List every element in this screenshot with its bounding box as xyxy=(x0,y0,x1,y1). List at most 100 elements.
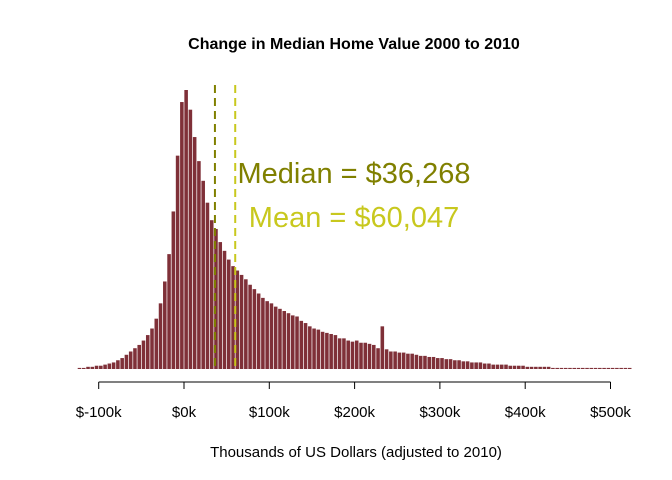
histogram-bar xyxy=(227,259,231,369)
histogram-bar xyxy=(581,367,585,369)
histogram-bar xyxy=(188,109,193,369)
histogram-bar xyxy=(116,360,120,369)
histogram-bar xyxy=(261,297,265,369)
histogram-bar xyxy=(372,344,376,369)
histogram-bar xyxy=(145,335,150,369)
histogram-bar xyxy=(222,250,227,369)
histogram-bar xyxy=(333,335,338,369)
histogram-bar xyxy=(482,363,487,369)
histogram-bar xyxy=(551,367,555,369)
histogram-bar xyxy=(384,349,389,369)
histogram-bar xyxy=(470,362,474,369)
x-tick-label: $0k xyxy=(172,404,197,421)
histogram-bar xyxy=(363,342,368,369)
histogram-bar xyxy=(167,254,171,369)
median-annotation: Median = $36,268 xyxy=(238,158,471,190)
histogram-bar xyxy=(474,362,478,369)
histogram-bar xyxy=(555,367,559,369)
histogram-bar xyxy=(534,366,538,369)
histogram-bar xyxy=(559,367,564,369)
histogram-bar xyxy=(329,333,333,369)
histogram-bar xyxy=(346,340,350,369)
histogram-bar xyxy=(90,366,95,369)
histogram-bar xyxy=(248,284,252,369)
histogram-bar xyxy=(427,356,432,369)
histogram-bar xyxy=(103,364,107,369)
histogram-bar xyxy=(303,323,308,369)
histogram-bar xyxy=(521,365,525,369)
histogram-bar xyxy=(495,364,500,369)
histogram-bar xyxy=(350,341,355,369)
histogram-bar xyxy=(244,279,248,369)
histogram-bar xyxy=(290,315,295,369)
histogram-bar xyxy=(504,364,508,369)
histogram-bar xyxy=(269,303,274,369)
histogram-bar xyxy=(457,360,461,369)
histogram-bar xyxy=(529,366,534,369)
histogram-bar xyxy=(440,358,444,369)
histogram-bar xyxy=(171,211,176,369)
histogram-bar xyxy=(359,342,363,369)
histogram-bar xyxy=(406,353,410,369)
histogram-bar xyxy=(508,365,513,369)
histogram-bar xyxy=(444,359,449,369)
histogram-bar xyxy=(150,328,154,369)
histogram-bar xyxy=(435,358,440,369)
histogram-bar xyxy=(572,367,577,369)
histogram-bar xyxy=(619,367,623,369)
histogram-bar xyxy=(465,361,470,369)
histogram-bar xyxy=(209,220,214,369)
histogram-bar xyxy=(598,367,602,369)
histogram-bar xyxy=(380,326,385,369)
histogram-bar xyxy=(418,355,423,369)
histogram-bar xyxy=(235,270,240,369)
histogram-bar xyxy=(201,180,205,369)
histogram-bar xyxy=(308,326,312,369)
histogram-bar xyxy=(397,352,402,369)
histogram-bar xyxy=(94,365,99,369)
histogram-bar xyxy=(137,344,141,369)
histogram-bar xyxy=(342,338,346,369)
histogram-bar xyxy=(163,281,167,369)
histogram-bar xyxy=(389,351,393,369)
histogram-bar xyxy=(517,365,521,369)
mean-annotation: Mean = $60,047 xyxy=(249,202,459,234)
histogram-bar xyxy=(265,301,269,369)
histogram-bar xyxy=(367,343,372,369)
histogram-bar xyxy=(286,313,291,369)
histogram-bar xyxy=(431,356,436,369)
histogram-bar xyxy=(77,367,82,369)
histogram-bar xyxy=(478,362,483,369)
histogram-bar xyxy=(585,367,589,369)
histogram-bar xyxy=(197,161,201,369)
histogram-bar xyxy=(184,90,188,369)
histogram-bar xyxy=(512,365,517,369)
histogram-bar xyxy=(282,311,287,369)
histogram-bar xyxy=(568,367,572,369)
histogram-bar xyxy=(487,363,491,369)
histogram-bar xyxy=(278,308,282,369)
histogram-bar xyxy=(99,365,103,369)
histogram-bar xyxy=(273,306,278,369)
histogram-bar xyxy=(542,366,547,369)
histogram-bar xyxy=(401,352,406,369)
histogram-bar xyxy=(124,354,129,369)
histogram-bar xyxy=(218,242,223,369)
histogram-bar xyxy=(453,360,457,369)
histogram-bar xyxy=(499,364,504,369)
histogram-bar xyxy=(81,367,86,369)
histogram-bar xyxy=(538,366,542,369)
histogram-bar xyxy=(299,320,304,369)
histogram-bar xyxy=(141,340,146,369)
histogram-bar xyxy=(448,359,453,369)
histogram-bar xyxy=(414,354,419,369)
histogram-bar xyxy=(576,367,581,369)
histogram-bar xyxy=(325,332,329,369)
histogram-bar xyxy=(120,358,124,369)
histogram-bar xyxy=(154,318,159,369)
histogram-bar xyxy=(423,355,427,369)
histogram-bar xyxy=(546,366,551,369)
histogram-bar xyxy=(252,289,257,369)
histogram-bar xyxy=(593,367,598,369)
histogram-bar xyxy=(627,367,632,369)
